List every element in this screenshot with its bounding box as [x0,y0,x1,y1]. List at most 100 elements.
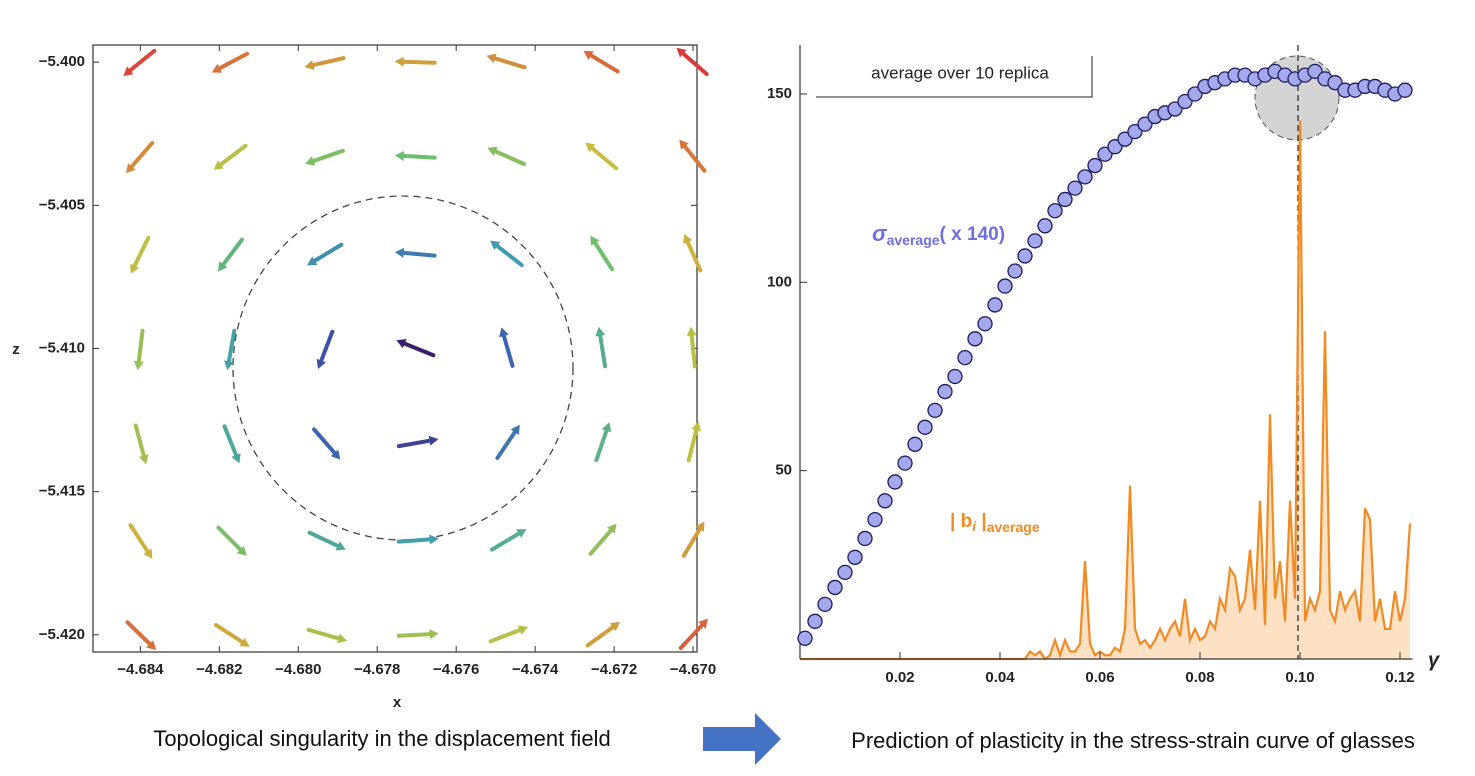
data-point [977,316,993,332]
arrow-head [330,449,341,460]
data-point [1017,248,1033,264]
arrow-shaft [501,333,515,368]
data-point [867,511,883,528]
arrow-head [679,139,689,150]
x-tick-label: 0.06 [1085,669,1114,686]
arrow-shaft [396,537,433,544]
arrow-head [394,56,404,67]
data-point [877,493,893,509]
arrow-head [510,424,520,436]
x-axis-label: γ [1428,649,1441,671]
vector-arrow [128,523,153,559]
vector-arrow [396,338,436,358]
vector-arrow [595,326,608,369]
arrow-shaft [400,250,437,258]
arrow-head [583,50,594,60]
arrow-head [486,53,497,64]
arrow-shaft [222,424,239,458]
data-point [1027,233,1043,249]
vector-arrow [490,240,524,268]
series-label: σaverage( x 140) [872,221,1005,248]
vector-arrow [683,233,703,273]
data-point [807,613,823,629]
arrow-head [396,338,407,349]
arrow-head [595,326,606,337]
vector-arrow [678,618,709,650]
data-point [1077,169,1093,185]
arrow-shaft [214,623,245,645]
arrow-shaft [312,427,338,456]
data-point [897,455,913,471]
arrow-head [590,235,600,246]
arrow-shaft [128,523,150,555]
arrow-head [676,47,687,58]
x-tick-label: −4.670 [670,661,716,678]
caption: Prediction of plasticity in the stress-s… [851,728,1415,753]
vector-arrow [125,141,155,174]
arrow-head [307,256,318,266]
x-tick-label: −4.680 [275,661,321,678]
arrow-head [211,63,223,73]
arrow-shaft [310,56,346,68]
data-point [997,278,1013,294]
y-tick-label: −5.420 [39,626,85,643]
caption: Topological singularity in the displacem… [153,726,610,751]
x-tick-label: −4.678 [354,661,400,678]
vector-arrow [495,424,520,460]
arrow-shaft [129,141,155,170]
y-tick-label: −5.415 [39,483,85,500]
vector-arrow [222,424,241,464]
y-tick-label: −5.405 [39,196,85,213]
arrow-head [223,360,234,371]
arrow-shaft [311,242,344,264]
arrow-shaft [492,148,526,166]
arrow-shaft [682,143,707,173]
vector-arrow [394,56,437,67]
arrow-head [394,150,404,161]
vector-arrow [217,237,245,272]
vector-arrow [588,523,617,556]
legend-box [816,56,1093,98]
arrow-head [698,618,709,629]
vector-arrow [213,143,248,170]
y-tick-label: −5.410 [39,339,85,356]
arrow-shaft [594,427,609,463]
vector-arrow [583,50,620,74]
vector-arrow [307,530,346,551]
arrow-shaft [490,531,522,552]
x-tick-label: −4.682 [196,661,242,678]
arrow-shaft [495,429,518,460]
x-tick-label: −4.672 [591,661,637,678]
vector-arrow [304,56,346,70]
arrow-head [601,422,612,433]
arrow-shaft [689,332,697,369]
series-line [800,120,1412,661]
arrow-shaft [400,153,437,160]
vector-arrow [486,53,527,70]
data-point [1067,180,1083,196]
arrow-shaft [216,525,244,553]
label-part: i [972,518,977,534]
vector-arrow [211,51,250,73]
x-axis-label: x [393,694,402,711]
label-part: | [976,511,987,532]
arrow-shaft [310,148,345,164]
x-tick-label: −4.684 [117,661,164,678]
x-tick-label: 0.10 [1285,669,1314,686]
arrow-head [609,621,621,632]
vector-arrow [133,423,149,465]
vector-arrow [499,327,515,368]
data-point [847,549,863,565]
arrow-head [138,454,149,465]
data-point [827,579,843,596]
arrow-head [146,640,157,651]
y-tick-label: 150 [767,85,792,102]
x-tick-label: −4.674 [512,661,559,678]
vector-arrow [394,247,437,258]
y-tick-label: −5.400 [39,53,85,70]
y-tick-label: 100 [767,273,792,290]
arrow-shaft [133,423,146,459]
data-point [917,419,933,435]
arrow-head [585,142,596,153]
arrow-shaft [685,239,703,273]
